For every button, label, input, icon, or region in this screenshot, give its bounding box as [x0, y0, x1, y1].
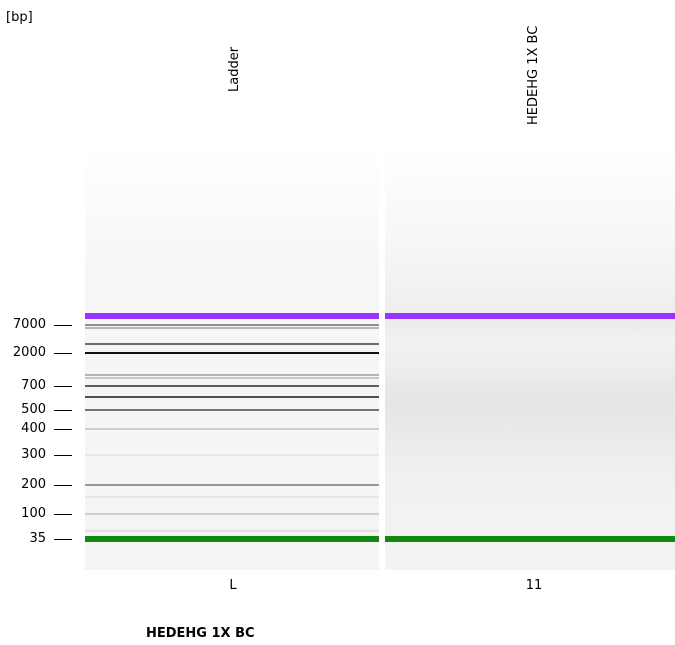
y-tick-label: 700 [21, 378, 46, 393]
gel-lane-ladder[interactable] [85, 145, 379, 570]
band [85, 395, 379, 398]
y-tick-label: 300 [21, 447, 46, 462]
y-tick-label: 2000 [12, 345, 46, 360]
y-tick-mark [54, 538, 72, 540]
y-tick-mark [54, 385, 72, 387]
band [85, 428, 379, 430]
y-tick-mark [54, 428, 72, 430]
band [85, 496, 379, 499]
y-tick-mark [54, 324, 72, 326]
band [85, 327, 379, 330]
band [85, 454, 379, 456]
band [85, 385, 379, 387]
y-tick-label: 400 [21, 421, 46, 436]
y-tick-label: 35 [29, 531, 46, 546]
band-upper-marker [85, 313, 379, 319]
lane-name-sample: HEDEHG 1X BC [526, 25, 541, 125]
band [85, 513, 379, 515]
band [85, 373, 379, 376]
band-upper-marker [385, 313, 675, 319]
y-tick-mark [54, 352, 72, 354]
chip-title: HEDEHG 1X BC [146, 626, 255, 641]
y-tick-label: 100 [21, 506, 46, 521]
gel-lane-sample[interactable] [385, 145, 675, 570]
y-tick-label: 200 [21, 477, 46, 492]
y-tick-label: 500 [21, 402, 46, 417]
lane-name-ladder: Ladder [227, 46, 242, 92]
lane-id-sample: 11 [525, 578, 543, 593]
y-tick-mark [54, 409, 72, 411]
lane-id-ladder: L [229, 578, 237, 593]
y-tick-mark [54, 454, 72, 456]
unit-label: [bp] [6, 10, 33, 25]
band [85, 377, 379, 380]
band-lower-marker [85, 536, 379, 542]
band [85, 409, 379, 411]
band [85, 484, 379, 486]
y-tick-mark [54, 484, 72, 486]
band-lower-marker [385, 536, 675, 542]
band [85, 342, 379, 345]
band [85, 352, 379, 354]
y-tick-label: 7000 [12, 317, 46, 332]
y-tick-mark [54, 513, 72, 515]
band [85, 529, 379, 532]
band [85, 324, 379, 326]
